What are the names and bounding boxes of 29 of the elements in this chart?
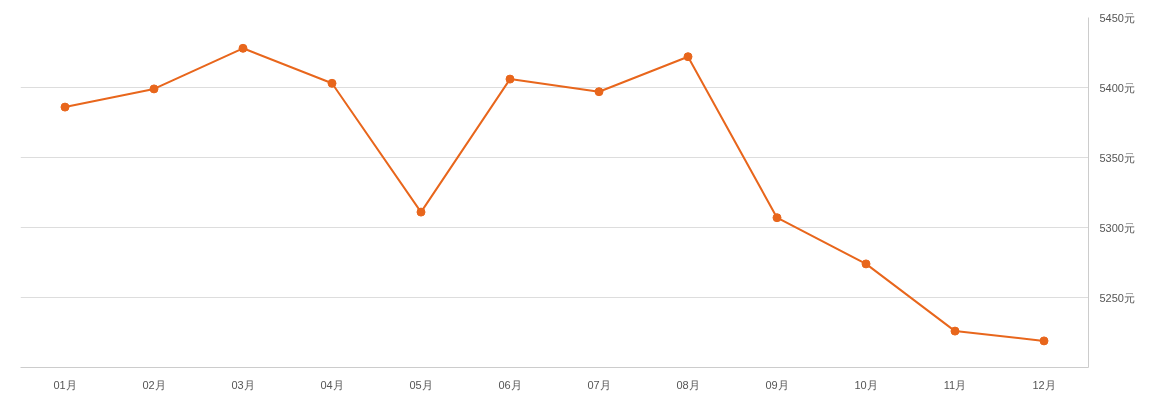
x-tick-label: 06月 (498, 378, 522, 391)
x-tick-label: 10月 (854, 378, 878, 391)
point (1039, 336, 1049, 346)
point (594, 87, 604, 97)
x-tick-label: 01月 (53, 378, 77, 391)
y-tick-label: 5300元 (1099, 221, 1135, 234)
x-tick-label: 02月 (142, 378, 166, 391)
y-tick-label: 5450元 (1099, 11, 1135, 24)
point (149, 84, 159, 94)
x-tick-label: 11月 (943, 378, 967, 391)
point (60, 102, 70, 112)
x-tick-label: 09月 (765, 378, 789, 391)
x-tick-label: 04月 (320, 378, 344, 391)
x-tick-label: 08月 (676, 378, 700, 391)
x-tick-label: 07月 (587, 378, 611, 391)
point (327, 78, 337, 88)
x-tick-label: 03月 (231, 378, 255, 391)
point (950, 326, 960, 336)
point (772, 213, 782, 223)
x-tick-label: 12月 (1032, 378, 1056, 391)
y-tick-label: 5250元 (1099, 291, 1135, 304)
point (505, 74, 515, 84)
y-tick-label: 5350元 (1099, 151, 1135, 164)
point (861, 259, 871, 269)
point (238, 43, 248, 53)
point (416, 207, 426, 217)
point (683, 52, 693, 62)
y-tick-label: 5400元 (1099, 81, 1135, 94)
x-tick-label: 05月 (409, 378, 433, 391)
